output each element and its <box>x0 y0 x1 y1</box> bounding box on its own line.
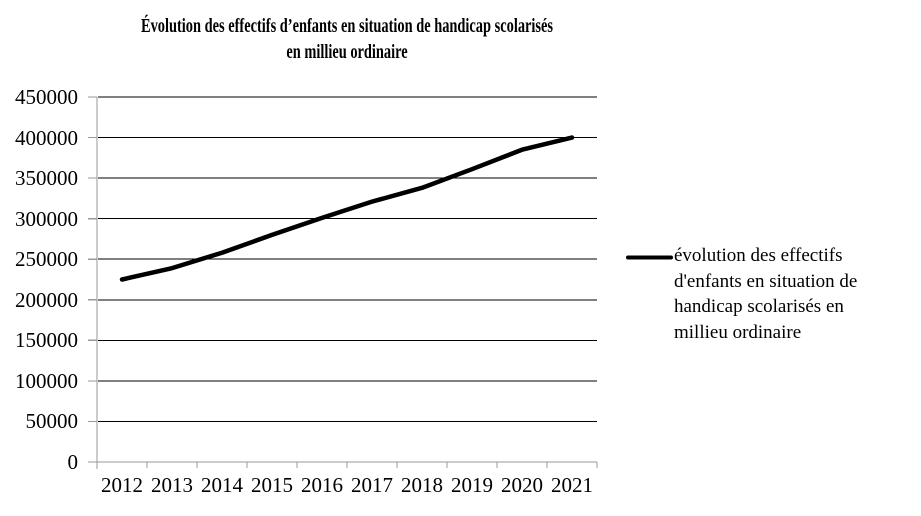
y-axis-tick-label: 400000 <box>15 125 78 150</box>
y-axis-tick-label: 0 <box>67 450 79 474</box>
x-axis-tick-label: 2016 <box>301 473 343 497</box>
legend-label-line: millieu ordinaire <box>674 321 802 343</box>
y-axis-tick-label: 250000 <box>15 247 78 272</box>
data-series-line <box>119 135 575 282</box>
chart-title-line2: en millieu ordinaire <box>286 41 408 63</box>
x-axis-tick-label: 2019 <box>451 473 493 497</box>
y-axis-tick-label: 200000 <box>15 287 78 312</box>
x-axis-tick-label: 2018 <box>401 473 443 497</box>
legend-label-line: handicap scolarisés en <box>674 296 844 317</box>
y-axis-tick-label: 300000 <box>15 206 78 231</box>
y-axis-tick-label: 450000 <box>15 85 78 109</box>
y-axis-tick-label: 150000 <box>15 328 78 353</box>
y-axis-tick-label: 350000 <box>15 166 78 191</box>
x-axis-tick-label: 2012 <box>101 473 143 497</box>
x-axis-tick-label: 2015 <box>251 473 293 497</box>
chart-title-line1: Évolution des effectifs d’enfants en sit… <box>140 15 554 37</box>
y-axis-tick-label: 50000 <box>25 409 79 434</box>
x-axis-tick-label: 2013 <box>151 473 193 497</box>
x-axis-tick-label: 2021 <box>551 473 593 497</box>
legend-label-line: évolution des effectifs <box>674 245 843 266</box>
legend: évolution des effectifs d'enfants en sit… <box>674 243 914 345</box>
chart-title: Évolution des effectifs d’enfants en sit… <box>95 13 599 65</box>
x-axis-tick-label: 2020 <box>501 473 543 497</box>
legend-label-line: d'enfants en situation de <box>674 270 858 292</box>
x-axis-tick-label: 2014 <box>201 473 243 497</box>
x-axis-tick-label: 2017 <box>351 473 393 497</box>
y-axis-tick-label: 100000 <box>15 368 78 393</box>
